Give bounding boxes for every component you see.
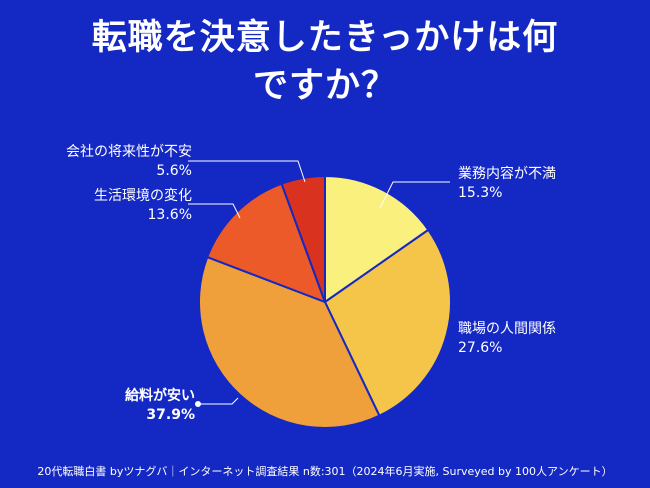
label-low-salary-value: 37.9%: [146, 407, 195, 423]
pie-slice-business-content: [324, 175, 430, 303]
label-business-content-value: 15.3%: [458, 185, 503, 201]
label-living-environment: 生活環境の変化 13.6%: [94, 187, 192, 225]
pie-slice-living-environment: [206, 182, 326, 303]
leader-line-future: [188, 160, 306, 183]
label-business-content-name: 業務内容が不満: [458, 166, 556, 182]
label-workplace-relations-value: 27.6%: [458, 340, 503, 356]
label-business-content: 業務内容が不満 15.3%: [458, 165, 556, 203]
label-company-future-name: 会社の将来性が不安: [66, 144, 192, 160]
label-workplace-relations: 職場の人間関係 27.6%: [458, 320, 556, 358]
leader-lines: [188, 160, 450, 407]
label-company-future: 会社の将来性が不安 5.6%: [66, 143, 192, 181]
label-workplace-relations-name: 職場の人間関係: [458, 321, 556, 337]
source-footer: 20代転職白書 byツナグバ｜インターネット調査結果 n数:301（2024年6…: [37, 465, 613, 478]
pie-slice-company-future: [280, 175, 326, 303]
leader-line-environment: [188, 203, 241, 219]
page-title: 転職を決意したきっかけは何 ですか？: [0, 14, 650, 110]
title-line-1: 転職を決意したきっかけは何: [91, 18, 559, 58]
label-living-environment-name: 生活環境の変化: [94, 188, 192, 204]
label-company-future-value: 5.6%: [156, 163, 192, 179]
label-low-salary-name: 給料が安い: [125, 388, 195, 404]
pie-slice-low-salary: [197, 256, 381, 429]
leader-line-salary: [198, 397, 239, 405]
leader-dot-salary: [195, 401, 201, 407]
label-living-environment-value: 13.6%: [147, 207, 192, 223]
leader-line-business: [379, 181, 450, 209]
pie-slices: [197, 175, 452, 429]
label-low-salary: 給料が安い 37.9%: [125, 387, 195, 425]
title-line-2: ですか？: [252, 66, 397, 106]
pie-slice-workplace-relations: [324, 228, 452, 417]
